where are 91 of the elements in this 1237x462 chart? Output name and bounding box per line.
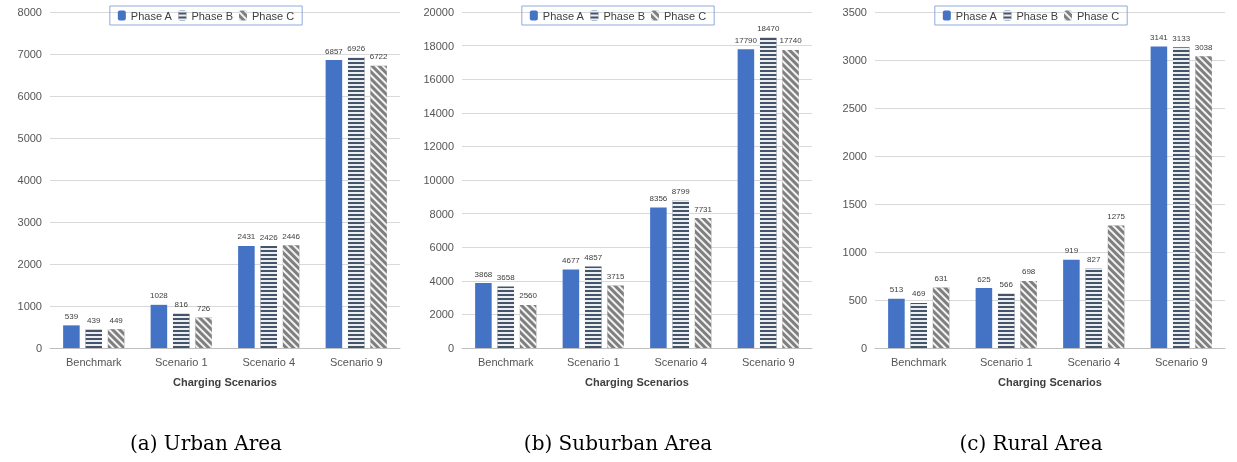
data-label: 1275 [1106, 212, 1126, 222]
y-tick-label: 10000 [423, 174, 455, 186]
data-label: 816 [174, 300, 189, 310]
y-tick-label: 3000 [17, 216, 42, 228]
data-label: 439 [87, 316, 101, 326]
legend-label: Phase C [251, 9, 295, 22]
y-tick-label: 2500 [842, 102, 867, 114]
legend-label: Phase C [664, 9, 707, 22]
data-label: 17740 [779, 36, 803, 46]
x-axis-title: Charging Scenarios [585, 375, 690, 388]
y-tick-label: 6000 [17, 90, 42, 102]
x-tick-label: Benchmark [478, 355, 535, 368]
data-label: 726 [196, 304, 211, 314]
y-tick-label: 20000 [423, 6, 455, 18]
data-label: 4677 [562, 255, 581, 265]
y-tick-label: 16000 [423, 73, 455, 86]
data-label: 513 [889, 285, 904, 295]
data-label: 469 [911, 289, 926, 299]
y-tick-label: 1000 [842, 246, 867, 258]
data-label: 3141 [1149, 32, 1169, 42]
data-label: 625 [976, 274, 991, 284]
y-tick-label: 2000 [17, 258, 42, 270]
data-label: 2431 [237, 232, 256, 242]
data-label: 1028 [150, 291, 169, 301]
y-tick-label: 3500 [842, 6, 867, 18]
legend-label: Phase B [1016, 9, 1058, 22]
data-label: 2426 [259, 232, 279, 242]
data-label: 7731 [694, 204, 713, 214]
x-tick-label: Scenario 9 [742, 355, 795, 368]
x-tick-label: Scenario 9 [329, 355, 383, 368]
data-label: 3038 [1194, 42, 1213, 52]
x-tick-label: Scenario 4 [1067, 355, 1120, 368]
data-label: 17790 [735, 35, 758, 45]
data-label: 3658 [497, 273, 516, 283]
data-label: 566 [999, 280, 1014, 290]
x-tick-label: Scenario 4 [654, 355, 708, 368]
legend-label: Phase A [543, 9, 585, 22]
y-tick-label: 2000 [842, 150, 867, 162]
y-tick-label: 1500 [842, 198, 867, 210]
x-tick-label: Scenario 9 [1154, 355, 1208, 368]
data-label: 8356 [649, 194, 669, 204]
data-label: 2560 [519, 291, 538, 301]
data-label: 18470 [757, 24, 781, 34]
data-label: 4857 [584, 252, 604, 262]
y-tick-label: 4000 [429, 274, 455, 287]
y-tick-label: 18000 [423, 39, 455, 52]
y-tick-label: 7000 [17, 48, 42, 60]
x-axis-title: Charging Scenarios [997, 375, 1102, 388]
y-tick-label: 8000 [429, 207, 455, 220]
data-label: 6722 [369, 52, 389, 62]
y-tick-label: 0 [448, 342, 455, 354]
data-label: 631 [934, 273, 948, 283]
x-tick-label: Scenario 4 [242, 355, 296, 368]
data-label: 449 [109, 315, 124, 325]
y-tick-label: 2000 [429, 308, 455, 321]
y-tick-label: 6000 [429, 241, 455, 254]
x-tick-label: Scenario 1 [567, 355, 620, 368]
text: (b) Suburban Area [524, 431, 713, 455]
x-tick-label: Benchmark [890, 355, 947, 368]
y-tick-label: 8000 [17, 6, 42, 18]
data-label: 8799 [672, 186, 691, 196]
y-tick-label: 3000 [842, 54, 867, 66]
y-tick-label: 1000 [17, 300, 42, 312]
legend-label: Phase C [1076, 9, 1119, 22]
data-label: 827 [1086, 255, 1101, 265]
legend-label: Phase A [955, 9, 998, 22]
data-label: 6926 [347, 43, 366, 53]
text: (a) Urban Area [129, 431, 283, 455]
y-tick-label: 500 [848, 294, 867, 306]
y-tick-label: 0 [860, 342, 867, 354]
data-label: 539 [64, 311, 79, 321]
data-label: 3133 [1172, 33, 1191, 43]
data-label: 3715 [607, 272, 626, 282]
data-label: 3868 [474, 269, 494, 279]
y-tick-label: 5000 [17, 132, 42, 144]
data-label: 919 [1064, 246, 1079, 256]
x-tick-label: Scenario 1 [154, 355, 208, 368]
y-tick-label: 4000 [17, 174, 42, 186]
x-tick-label: Scenario 1 [979, 355, 1033, 368]
legend-label: Phase A [130, 9, 173, 22]
x-tick-label: Benchmark [65, 355, 123, 368]
y-tick-label: 14000 [423, 106, 455, 119]
text: (c) Rural Area [959, 431, 1103, 455]
data-label: 698 [1021, 267, 1036, 277]
x-axis-title: Charging Scenarios [173, 375, 277, 388]
y-tick-label: 0 [35, 342, 42, 354]
y-tick-label: 12000 [423, 140, 455, 153]
legend-label: Phase B [603, 9, 646, 22]
data-label: 6857 [325, 46, 344, 56]
data-label: 2446 [282, 231, 301, 241]
legend-label: Phase B [191, 9, 233, 22]
